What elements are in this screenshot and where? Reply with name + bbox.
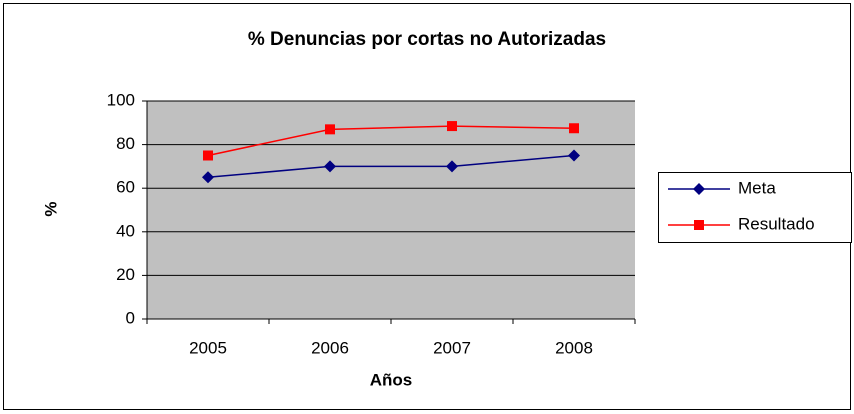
legend-marker [694,220,704,230]
data-point [446,160,458,173]
y-tick-label: 100 [107,90,135,109]
series-line [207,154,575,179]
data-point [324,160,336,173]
x-axis-label: Años [370,370,413,389]
y-tick-label: 0 [126,308,135,327]
legend-marker [693,183,705,195]
y-axis-label: % [41,201,60,216]
y-tick-label: 40 [116,221,135,240]
data-point [447,121,457,132]
data-point [202,171,214,184]
legend [658,172,852,243]
data-point [325,124,335,135]
legend-label: Meta [738,178,776,197]
plot-area [147,101,635,319]
x-tick-label: 2005 [189,338,227,357]
legend-label: Resultado [738,214,815,233]
data-point [568,149,580,162]
y-tick-label: 60 [116,178,135,197]
chart-title: % Denuncias por cortas no Autorizadas [248,29,606,50]
data-point [203,150,213,161]
y-tick-label: 80 [116,134,135,153]
y-tick-label: 20 [116,265,135,284]
data-point [569,123,579,134]
x-tick-label: 2006 [311,338,349,357]
x-tick-label: 2007 [433,338,471,357]
series-line [207,125,575,157]
x-tick-label: 2008 [555,338,593,357]
